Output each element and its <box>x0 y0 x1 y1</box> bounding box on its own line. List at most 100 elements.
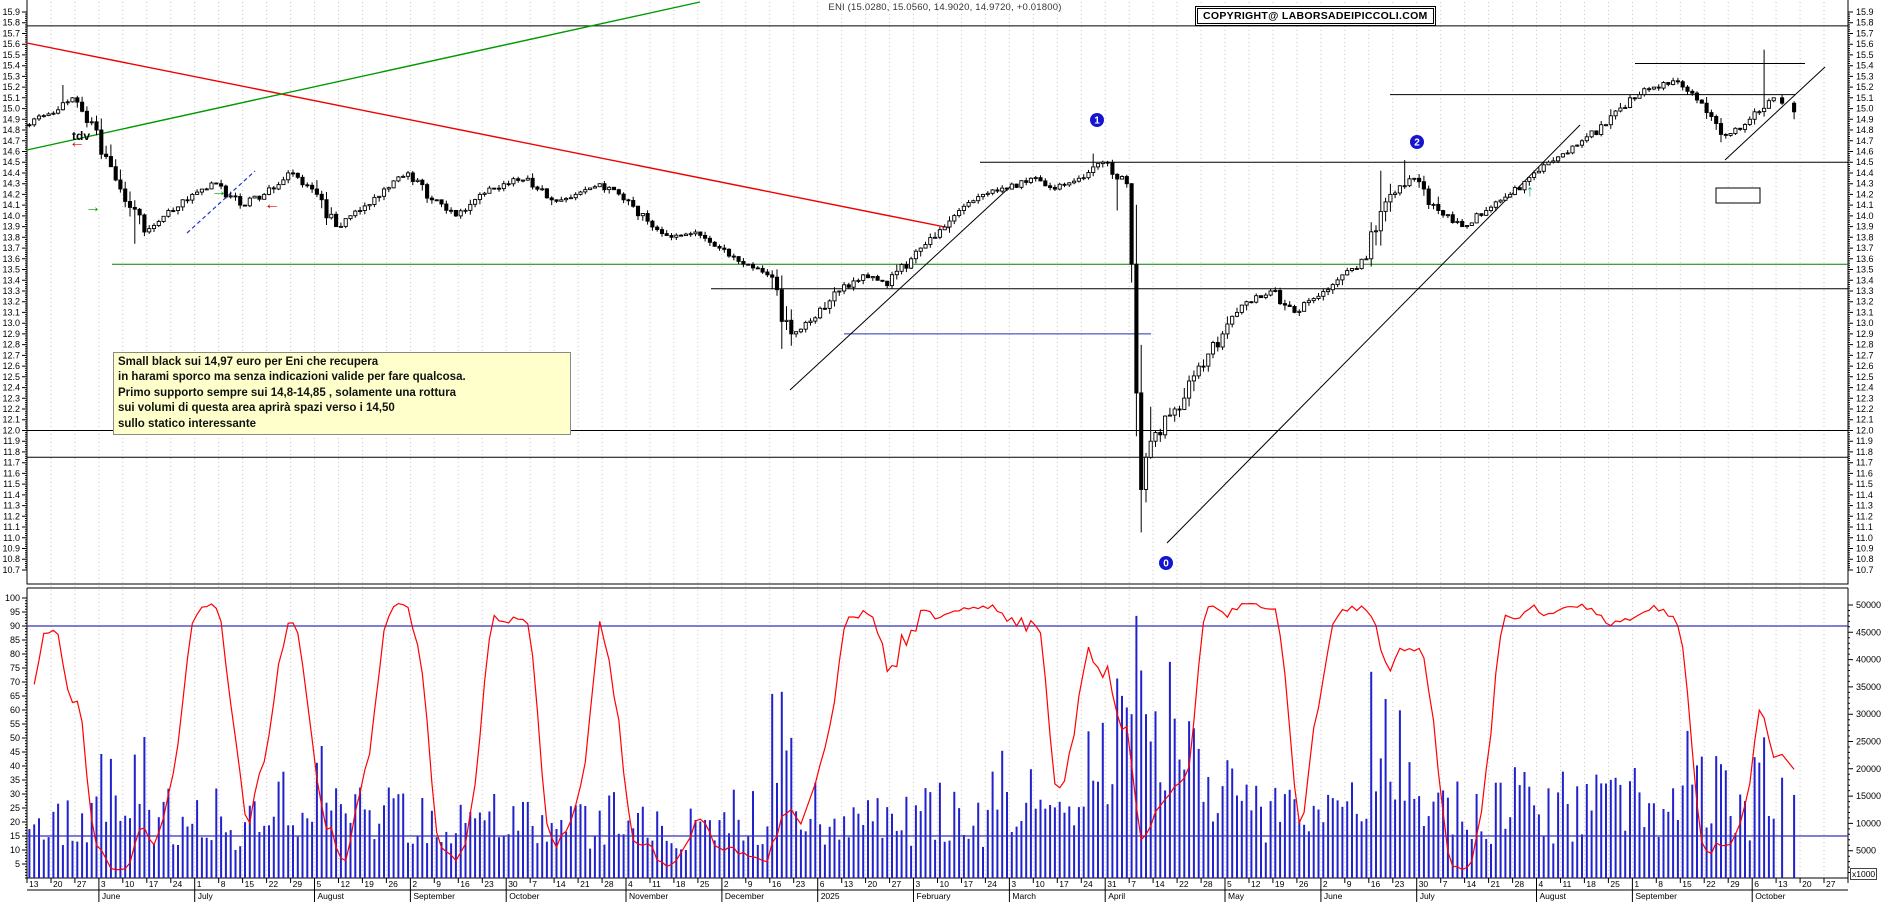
svg-text:50000: 50000 <box>1856 600 1881 610</box>
svg-text:40: 40 <box>10 761 20 771</box>
volume-bars <box>28 615 1796 878</box>
svg-text:15.2: 15.2 <box>2 82 20 92</box>
svg-text:15.8: 15.8 <box>1856 18 1874 28</box>
svg-text:10.7: 10.7 <box>1856 565 1874 575</box>
svg-text:September: September <box>413 891 455 901</box>
svg-text:June: June <box>102 891 121 901</box>
svg-text:14.3: 14.3 <box>2 179 20 189</box>
svg-text:11.2: 11.2 <box>3 511 20 521</box>
up-arrow-icon: ↑ <box>1526 183 1534 200</box>
svg-text:15.9: 15.9 <box>1856 7 1874 17</box>
svg-text:11.7: 11.7 <box>3 458 20 468</box>
svg-text:12.7: 12.7 <box>2 350 20 360</box>
svg-text:50: 50 <box>10 733 20 743</box>
svg-text:80: 80 <box>10 649 20 659</box>
svg-text:24: 24 <box>987 879 997 889</box>
svg-text:15: 15 <box>1682 879 1692 889</box>
svg-text:14.0: 14.0 <box>2 211 20 221</box>
analysis-note: Small black sui 14,97 euro per Eni che r… <box>113 352 571 436</box>
svg-text:23: 23 <box>1395 879 1405 889</box>
svg-text:15.1: 15.1 <box>1856 93 1874 103</box>
svg-text:13.7: 13.7 <box>1856 243 1874 253</box>
right-arrow-icon: → <box>211 183 227 200</box>
svg-text:August: August <box>1540 891 1567 901</box>
svg-text:15.6: 15.6 <box>2 39 20 49</box>
svg-text:12.8: 12.8 <box>1856 340 1874 350</box>
note-line: Primo supporto sempre sui 14,8-14,85 , s… <box>118 386 457 399</box>
svg-text:65: 65 <box>10 691 20 701</box>
svg-text:1: 1 <box>1094 116 1100 127</box>
svg-text:12: 12 <box>1251 879 1261 889</box>
svg-text:15.5: 15.5 <box>2 50 20 60</box>
svg-text:13.9: 13.9 <box>2 222 20 232</box>
svg-text:11.4: 11.4 <box>1856 490 1873 500</box>
svg-text:October: October <box>509 891 539 901</box>
svg-text:15.8: 15.8 <box>2 18 20 28</box>
svg-text:4: 4 <box>628 879 633 889</box>
svg-text:3: 3 <box>101 879 106 889</box>
svg-text:15.4: 15.4 <box>2 61 20 71</box>
svg-text:15: 15 <box>245 879 255 889</box>
svg-text:13.2: 13.2 <box>2 297 20 307</box>
svg-text:12.4: 12.4 <box>1856 383 1874 393</box>
numbered-circle-marker: 2 <box>1410 135 1424 149</box>
note-line: sui volumi di questa area aprirà spazi v… <box>118 402 395 415</box>
svg-text:10: 10 <box>940 879 950 889</box>
svg-text:14.2: 14.2 <box>2 189 20 199</box>
svg-text:10000: 10000 <box>1856 818 1881 828</box>
svg-text:11.1: 11.1 <box>3 522 20 532</box>
svg-text:5: 5 <box>1227 879 1232 889</box>
svg-text:September: September <box>1635 891 1677 901</box>
svg-text:85: 85 <box>10 635 20 645</box>
svg-text:17: 17 <box>964 879 974 889</box>
svg-text:14.3: 14.3 <box>1856 179 1874 189</box>
svg-text:30: 30 <box>508 879 518 889</box>
svg-text:10: 10 <box>10 845 20 855</box>
svg-text:30: 30 <box>1419 879 1429 889</box>
svg-text:13: 13 <box>1778 879 1788 889</box>
svg-text:14.9: 14.9 <box>1856 114 1874 124</box>
svg-text:March: March <box>1012 891 1036 901</box>
svg-text:9: 9 <box>436 879 441 889</box>
svg-text:15.2: 15.2 <box>1856 82 1874 92</box>
svg-text:1: 1 <box>197 879 202 889</box>
svg-text:6: 6 <box>1754 879 1759 889</box>
svg-text:18: 18 <box>676 879 686 889</box>
svg-text:10: 10 <box>125 879 135 889</box>
svg-text:11.7: 11.7 <box>1856 458 1873 468</box>
left-arrow-icon: ← <box>264 196 280 213</box>
svg-text:13.6: 13.6 <box>1856 254 1874 264</box>
svg-text:0: 0 <box>1163 559 1169 570</box>
svg-text:14.9: 14.9 <box>2 114 20 124</box>
trendlines <box>26 1 1826 544</box>
svg-text:2: 2 <box>724 879 729 889</box>
svg-text:12.3: 12.3 <box>2 393 20 403</box>
svg-text:12.3: 12.3 <box>1856 393 1874 403</box>
svg-text:14.6: 14.6 <box>1856 146 1874 156</box>
svg-text:20: 20 <box>868 879 878 889</box>
svg-text:22: 22 <box>269 879 279 889</box>
svg-text:11.2: 11.2 <box>1856 511 1873 521</box>
svg-text:13.4: 13.4 <box>2 275 20 285</box>
svg-text:12.1: 12.1 <box>1856 415 1874 425</box>
svg-text:95: 95 <box>10 607 20 617</box>
note-line: Small black sui 14,97 euro per Eni che r… <box>118 356 379 368</box>
svg-text:26: 26 <box>388 879 398 889</box>
svg-text:100: 100 <box>5 593 20 603</box>
svg-text:5: 5 <box>317 879 322 889</box>
svg-text:29: 29 <box>1730 879 1740 889</box>
svg-text:11: 11 <box>652 879 661 889</box>
svg-text:11.1: 11.1 <box>1856 522 1873 532</box>
svg-text:2025: 2025 <box>821 891 840 901</box>
svg-text:14.6: 14.6 <box>2 146 20 156</box>
svg-text:15.6: 15.6 <box>1856 39 1874 49</box>
svg-text:6: 6 <box>820 879 825 889</box>
svg-text:12.9: 12.9 <box>1856 329 1874 339</box>
svg-text:14: 14 <box>1155 879 1165 889</box>
svg-text:5000: 5000 <box>1856 846 1876 856</box>
svg-text:10: 10 <box>1035 879 1045 889</box>
markers-layer: 1 2 0 ← → → ← ↑ tdv <box>69 113 1761 570</box>
svg-text:23: 23 <box>796 879 806 889</box>
svg-text:4: 4 <box>1539 879 1544 889</box>
svg-text:15.3: 15.3 <box>2 71 20 81</box>
